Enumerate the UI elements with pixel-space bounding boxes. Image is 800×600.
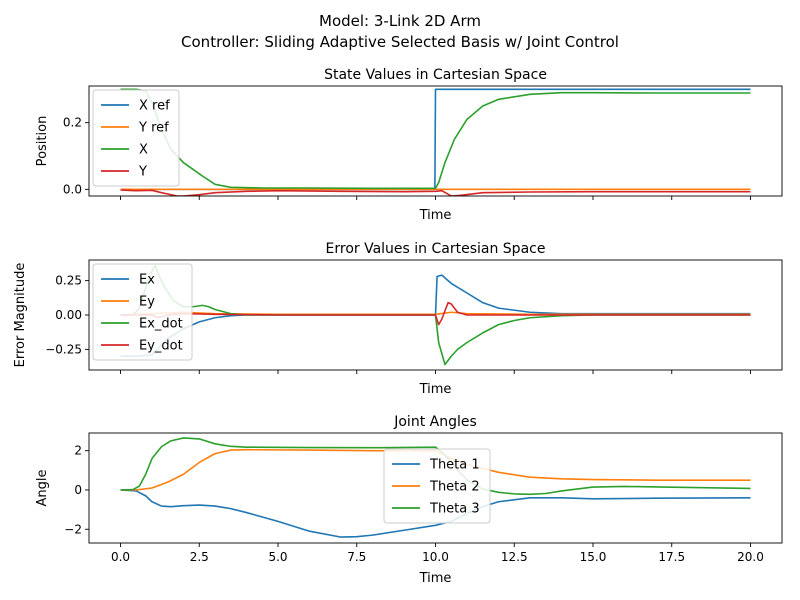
series-line-x-ref	[120, 88, 751, 191]
subplot-2: Error Values in Cartesian Space −0.25 0.00…	[13, 241, 783, 397]
x-tick-label: 15.0	[580, 550, 607, 564]
x-tick-label: 20.0	[737, 550, 764, 564]
legend-entry: Y	[138, 165, 147, 180]
legend-entry: Ex	[139, 273, 155, 288]
legend-entry: Ey	[139, 295, 155, 310]
subplot-title: State Values in Cartesian Space	[324, 67, 547, 83]
x-tick-label: 17.5	[658, 550, 685, 564]
legend-entry: Ex_dot	[139, 317, 183, 332]
legend-box	[383, 448, 491, 524]
figure-title-line1: Model: 3-Link 2D Arm	[319, 12, 481, 30]
legend-entry: Y ref	[138, 121, 169, 136]
subplot-3: Joint Angles 0.0 2.5 5.0 7.5 10.0 12.5 15.0 17.5…	[35, 414, 783, 586]
legend-entry: X ref	[139, 99, 170, 114]
y-tick-label: 0.00	[55, 308, 82, 322]
legend-box	[92, 263, 193, 361]
x-tick-label: 2.5	[190, 550, 209, 564]
subplot-1: State Values in Cartesian Space 0.0 0.2 Tim…	[35, 67, 783, 223]
legend-entry: Theta 3	[429, 502, 480, 517]
subplot-title: Joint Angles	[393, 414, 477, 430]
subplot-title: Error Values in Cartesian Space	[326, 241, 546, 257]
y-tick-label: 2	[74, 444, 82, 458]
y-tick-label: 0.0	[63, 182, 82, 196]
legend: Ex Ey Ex_dot Ey_dot	[92, 263, 193, 361]
x-tick-label: 5.0	[268, 550, 287, 564]
legend-entry: Theta 1	[429, 458, 480, 473]
x-axis-label: Time	[419, 382, 452, 397]
x-tick-label: 7.5	[347, 550, 366, 564]
legend-entry: X	[139, 143, 148, 158]
x-axis-label: Time	[419, 571, 452, 586]
y-axis-label: Angle	[35, 470, 50, 507]
x-tick-label: 12.5	[501, 550, 528, 564]
legend-box	[92, 89, 180, 187]
y-tick-label: 0	[74, 483, 82, 497]
legend: X ref Y ref XY	[92, 89, 180, 187]
y-tick-label: 0.25	[55, 274, 82, 288]
y-tick-label: 0.2	[63, 116, 82, 130]
series-line-theta-3	[120, 437, 751, 496]
x-axis-label: Time	[419, 208, 452, 223]
figure-title-line2: Controller: Sliding Adaptive Selected Ba…	[181, 33, 619, 51]
series-line-y	[120, 189, 751, 196]
series-line-theta-2	[120, 448, 751, 491]
x-tick-label: 0.0	[111, 550, 130, 564]
legend: Theta 1 Theta 2 Theta 3	[383, 448, 491, 524]
legend-entry: Ey_dot	[139, 339, 183, 354]
legend-entry: Theta 2	[429, 480, 480, 495]
y-tick-label: −0.25	[45, 342, 82, 356]
series-line-theta-1	[120, 489, 751, 538]
y-axis-label: Position	[35, 116, 50, 167]
x-tick-label: 10.0	[422, 550, 449, 564]
y-tick-label: −2	[64, 522, 82, 536]
y-axis-label: Error Magnitude	[13, 263, 28, 368]
